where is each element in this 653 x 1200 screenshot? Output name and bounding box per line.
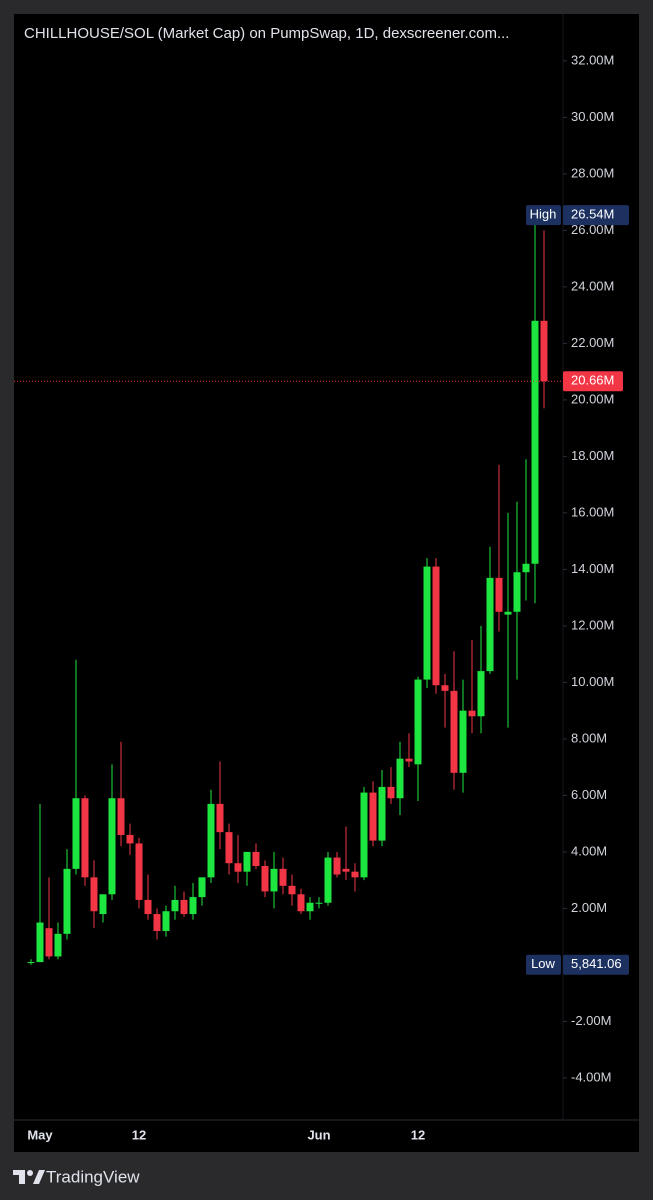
candle-body <box>54 933 62 957</box>
y-tick-label: 12.00M <box>571 617 614 632</box>
candle-body <box>369 792 377 841</box>
high-value-box <box>563 205 629 226</box>
high-value: 26.54M <box>571 207 614 222</box>
candle-body <box>477 671 485 717</box>
candle-body <box>414 679 422 765</box>
candle-body <box>396 758 404 799</box>
candle-body <box>540 320 548 382</box>
last-price-label: 20.66M <box>571 373 614 388</box>
branding: TradingView <box>46 1167 140 1186</box>
x-tick-label: Jun <box>307 1127 330 1142</box>
candle-body <box>99 894 107 915</box>
candle-body <box>279 868 287 886</box>
low-value: 5,841.06 <box>571 956 622 971</box>
candle-body <box>216 803 224 833</box>
y-tick-label: 8.00M <box>571 730 607 745</box>
candle-body <box>423 566 431 680</box>
y-tick-label: -2.00M <box>571 1013 611 1028</box>
candle-body <box>495 577 503 612</box>
candle-body <box>270 868 278 892</box>
candle-body <box>522 563 530 573</box>
candle-body <box>360 792 368 878</box>
candle-body <box>387 786 395 799</box>
candle-body <box>297 894 305 912</box>
candle-body <box>324 857 332 903</box>
candle-body <box>27 962 35 964</box>
y-tick-label: 24.00M <box>571 278 614 293</box>
chart-title: CHILLHOUSE/SOL (Market Cap) on PumpSwap,… <box>24 25 509 42</box>
y-tick-label: 20.00M <box>571 391 614 406</box>
candle-body <box>441 685 449 691</box>
candle-body <box>90 877 98 912</box>
candle-body <box>45 928 53 957</box>
candle-body <box>36 922 44 963</box>
candle-body <box>153 914 161 932</box>
y-tick-label: -4.00M <box>571 1069 611 1084</box>
candle-body <box>513 572 521 612</box>
high-name-box <box>526 205 561 226</box>
candle-body <box>486 577 494 672</box>
candle-body <box>261 866 269 892</box>
y-tick-label: 18.00M <box>571 448 614 463</box>
candle-body <box>144 899 152 915</box>
candle-body <box>243 851 251 872</box>
candle-body <box>72 798 80 869</box>
y-tick-label: 6.00M <box>571 787 607 802</box>
candle-body <box>81 798 89 878</box>
chart-panel <box>14 14 639 1152</box>
y-tick-label: 28.00M <box>571 165 614 180</box>
y-tick-label: 22.00M <box>571 335 614 350</box>
last-price-box <box>563 371 623 392</box>
candle-body <box>333 857 341 875</box>
low-value-box <box>563 954 629 975</box>
candle-body <box>189 897 197 915</box>
candle-body <box>225 832 233 864</box>
y-tick-label: 30.00M <box>571 109 614 124</box>
candle-body <box>342 868 350 872</box>
candle-body <box>117 798 125 835</box>
candle-body <box>531 320 539 564</box>
candle-body <box>108 798 116 895</box>
y-tick-label: 32.00M <box>571 52 614 67</box>
candle-body <box>378 786 386 841</box>
y-tick-label: 2.00M <box>571 900 607 915</box>
candle-body <box>306 902 314 912</box>
candle-body <box>126 834 134 844</box>
candle-body <box>315 902 323 904</box>
low-name: Low <box>531 956 555 971</box>
candle-body <box>180 899 188 915</box>
candle-body <box>198 877 206 898</box>
y-tick-label: 14.00M <box>571 561 614 576</box>
candle-body <box>207 803 215 878</box>
high-name: High <box>530 207 557 222</box>
candle-body <box>252 851 260 867</box>
candle-body <box>432 566 440 686</box>
y-tick-label: 10.00M <box>571 674 614 689</box>
x-tick-label: 12 <box>132 1127 146 1142</box>
candle-body <box>504 611 512 615</box>
y-tick-label: 26.00M <box>571 222 614 237</box>
candle-body <box>288 885 296 895</box>
candle-body <box>405 758 413 762</box>
candle-body <box>351 871 359 878</box>
candle-body <box>450 690 458 773</box>
candle-body <box>234 863 242 872</box>
low-name-box <box>526 954 561 975</box>
candle-body <box>468 710 476 717</box>
tradingview-logo <box>13 1170 45 1184</box>
candle-body <box>162 911 170 932</box>
candle-body <box>63 868 71 934</box>
candle-body <box>135 843 143 900</box>
x-tick-label: May <box>27 1127 53 1142</box>
candle-body <box>459 710 467 773</box>
x-tick-label: 12 <box>411 1127 425 1142</box>
candle-body <box>171 899 179 912</box>
y-tick-label: 4.00M <box>571 843 607 858</box>
y-tick-label: 16.00M <box>571 504 614 519</box>
